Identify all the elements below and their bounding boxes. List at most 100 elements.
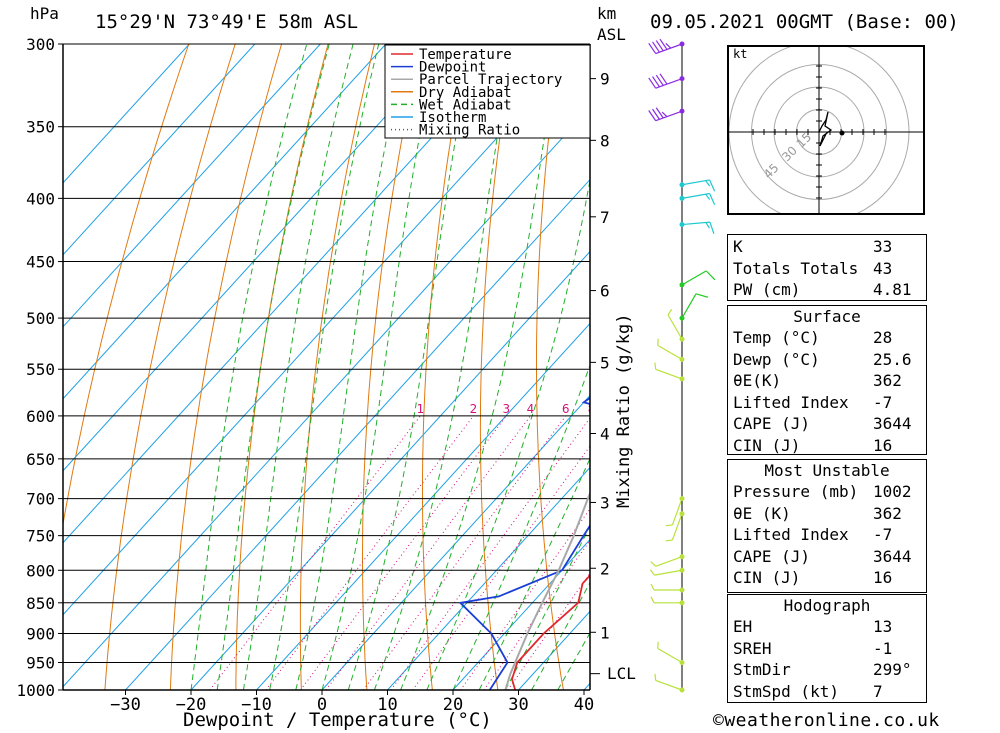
x-tick-label: 0 (317, 695, 327, 715)
wind-barb-staff (681, 221, 710, 226)
table-row-label: StmDir (733, 660, 791, 680)
wind-barb (679, 192, 716, 206)
isotherm-line (63, 44, 321, 328)
isotherm-line (387, 466, 590, 690)
wind-barb (654, 362, 685, 382)
dry-adiabat-line (169, 44, 283, 690)
table-row: K 33 (728, 236, 926, 258)
isotherm-line (63, 44, 190, 184)
table-row-label: CAPE (J) (733, 546, 811, 566)
x-tick-label: 10 (377, 695, 397, 715)
table-row-value: 362 (873, 371, 902, 391)
wind-barb-flag (654, 673, 657, 681)
wind-barb-staff (654, 569, 683, 576)
table-row: CAPE (J) 3644 (728, 413, 926, 435)
wind-barb-flag (659, 73, 668, 85)
table-row: CAPE (J) 3644 (728, 546, 926, 568)
height-unit-km: km (597, 4, 617, 23)
sounding-series (458, 396, 590, 690)
pressure-tick-label: 300 (26, 35, 55, 54)
pressure-tick-label: 650 (26, 450, 55, 469)
height-unit-asl: ASL (597, 25, 626, 44)
wind-barb-flag (665, 524, 673, 527)
wind-barb-flag (648, 77, 657, 89)
dry-adiabat-line (978, 44, 1000, 690)
hodograph-ring-label: 45 (761, 161, 782, 182)
wind-barb-flag (665, 43, 672, 49)
wind-barb (650, 583, 685, 593)
wind-barb (665, 496, 685, 527)
isotherm-lines (63, 44, 590, 690)
table-row-label: EH (733, 617, 753, 636)
isotherm-line (321, 394, 590, 690)
pressure-unit: hPa (30, 4, 59, 23)
wet-adiabat-line (347, 44, 474, 690)
surface-table: Surface Temp (°C) 28 Dewp (°C) 25.6 θE(K) 362… (727, 305, 927, 455)
table-row-label: CIN (J) (733, 568, 801, 588)
table-row-label: Pressure (mb) (733, 482, 859, 501)
pressure-tick-label: 750 (26, 527, 55, 546)
pressure-tick-label: 700 (26, 490, 55, 509)
table-row: Dewp (°C) 25.6 (728, 349, 926, 371)
wind-barb-flag (648, 42, 657, 54)
mixing-ratio-line (362, 415, 567, 690)
temperature-line (511, 574, 590, 690)
x-tick-label: −10 (241, 695, 272, 715)
wet-adiabat-line (400, 44, 560, 690)
table-row: CIN (J) 16 (728, 435, 926, 457)
table-row-label: θE (K) (733, 503, 791, 523)
table-row: EH 13 (728, 616, 926, 638)
pressure-tick-label: 550 (26, 360, 55, 379)
hodograph-trace (818, 111, 833, 147)
table-row: θE (K) 362 (728, 503, 926, 525)
wet-adiabat-line (269, 44, 380, 690)
legend-label: Mixing Ratio (419, 123, 520, 139)
wind-barb-flag (659, 38, 668, 50)
wind-barb-flag (709, 221, 715, 234)
wind-barb (667, 308, 685, 342)
table-row-value: 7 (873, 681, 883, 701)
pressure-tick-label: 450 (26, 253, 55, 272)
wind-barb-flag (650, 561, 657, 567)
wind-barb (657, 641, 685, 665)
wind-barb-flag (655, 107, 664, 119)
isobar-lines (63, 43, 590, 691)
legend-box (384, 44, 591, 139)
wet-adiabat-line (190, 44, 308, 690)
wind-barb-flag (665, 539, 673, 542)
wind-barb-staff (655, 679, 683, 691)
wind-barb-flag (709, 193, 716, 206)
indices-table: K 33 Totals Totals 43 PW (cm) 4.81 (727, 234, 927, 301)
table-row-value: 16 (873, 568, 893, 588)
km-tick-label: 7 (600, 208, 610, 227)
table-row-value: 299° (873, 660, 912, 680)
dry-adiabat-line (932, 44, 1000, 690)
wind-barb-staff (655, 110, 683, 122)
mixing-ratio-label: 20 (671, 402, 686, 416)
pressure-tick-label: 900 (26, 624, 55, 643)
wind-barb-flag (661, 111, 668, 118)
table-row-label: K (733, 237, 743, 256)
x-tick-label: −30 (110, 695, 141, 715)
mixing-ratio-line (412, 445, 590, 690)
km-tick-label: 6 (600, 282, 610, 301)
isotherm-line (63, 44, 583, 616)
hodograph-table-title: Hodograph (783, 596, 871, 615)
wind-barb (654, 673, 685, 693)
table-row: CIN (J) 16 (728, 567, 926, 589)
most-unstable-title: Most Unstable (764, 461, 890, 480)
copyright-link[interactable]: ©weatheronline.co.uk (713, 710, 940, 731)
pressure-tick-label: 500 (26, 309, 55, 328)
isotherm-line (452, 538, 590, 690)
wind-barb-staff (657, 344, 683, 360)
table-row-value: 3644 (873, 414, 912, 434)
x-axis-label: Dewpoint / Temperature (°C) (183, 709, 492, 731)
wind-barb-flag (652, 41, 660, 53)
table-row-label: Dewp (°C) (733, 349, 820, 369)
mixing-ratio-label: 8 (588, 402, 596, 416)
hodograph-storm-motion (839, 130, 845, 136)
km-tick-label: 3 (600, 493, 610, 512)
table-row-value: 28 (873, 328, 893, 347)
table-row-label: Lifted Index (733, 392, 849, 412)
